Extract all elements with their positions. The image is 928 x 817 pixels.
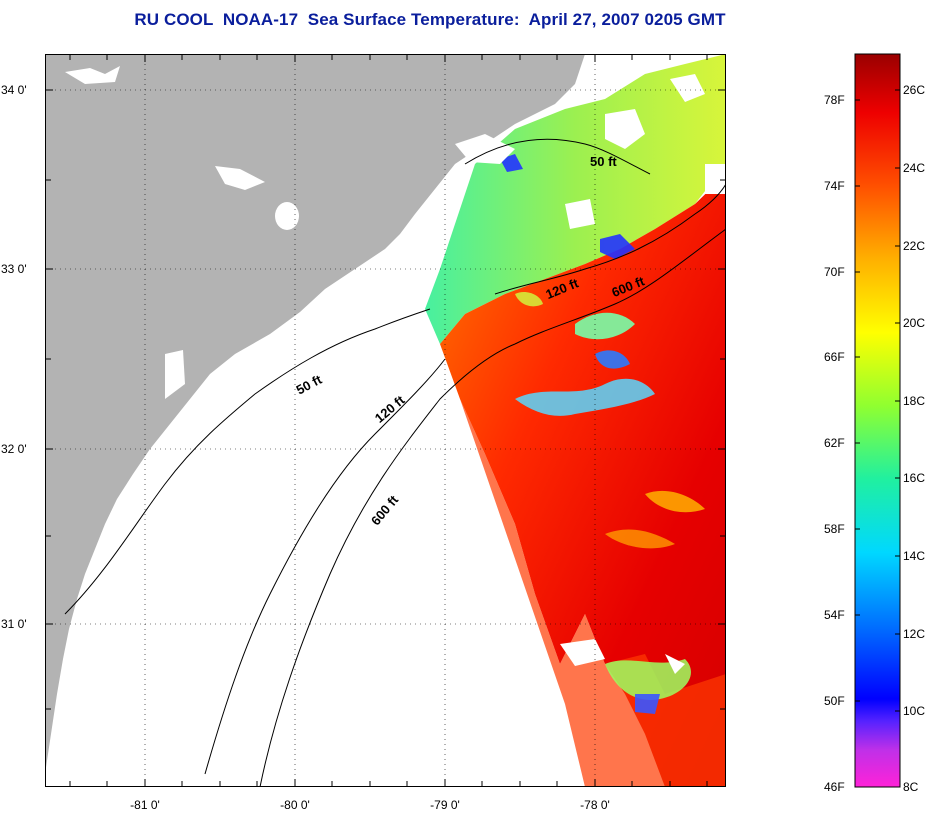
colorbar-f-50: 50F [824, 694, 845, 708]
colorbar-c-26: 26C [903, 83, 925, 97]
colorbar-c-20: 20C [903, 316, 925, 330]
contour-50ft-shelf [64, 308, 431, 615]
lon-label-78: -78 0' [580, 798, 610, 812]
colorbar-c-22: 22C [903, 239, 925, 253]
lon-label-79: -79 0' [430, 798, 460, 812]
contour-50ft-offshore [464, 138, 651, 175]
swath-clouds [455, 74, 726, 674]
colorbar-f-74: 74F [824, 179, 845, 193]
colorbar-f-70: 70F [824, 265, 845, 279]
colorbar-gradient [854, 53, 901, 788]
colorbar-f-46: 46F [824, 780, 845, 794]
contour-label-50ft-offshore: 50 ft [590, 154, 617, 169]
colorbar-c-18: 18C [903, 394, 925, 408]
colorbar-c-12: 12C [903, 627, 925, 641]
colorbar-c-14: 14C [903, 549, 925, 563]
map-ticks [45, 54, 726, 787]
cool-eddies [500, 154, 705, 714]
colorbar-f-66: 66F [824, 350, 845, 364]
colorbar-c-10: 10C [903, 704, 925, 718]
land-mass [45, 54, 585, 774]
colorbar-c-16: 16C [903, 471, 925, 485]
contour-600ft-shelf [259, 343, 516, 787]
depth-contours [64, 138, 726, 787]
lat-label-31: 31 0' [1, 617, 27, 631]
cloud-patches [65, 66, 299, 787]
lon-label-81: -81 0' [130, 798, 160, 812]
lat-label-33: 33 0' [1, 262, 27, 276]
sst-shelf-water [425, 54, 726, 344]
sst-warm-water [440, 174, 726, 787]
colorbar-c-8: 8C [903, 780, 919, 794]
contour-600ft-offshore [514, 228, 726, 345]
colorbar-f-62: 62F [824, 436, 845, 450]
contour-120ft-shelf [204, 358, 446, 775]
lat-label-32: 32 0' [1, 442, 27, 456]
latitude-labels: 34 0' 33 0' 32 0' 31 0' [1, 83, 27, 631]
contour-120ft-offshore [494, 183, 726, 295]
colorbar-ticks [855, 89, 900, 712]
colorbar-f-58: 58F [824, 522, 845, 536]
longitude-labels: -81 0' -80 0' -79 0' -78 0' [130, 798, 610, 812]
lon-label-80: -80 0' [280, 798, 310, 812]
colorbar-f-54: 54F [824, 608, 845, 622]
colorbar-f-78: 78F [824, 93, 845, 107]
map-title: RU COOL NOAA-17 Sea Surface Temperature:… [134, 10, 726, 29]
sst-map: 50 ft 120 ft 600 ft 50 ft 120 ft 600 ft [45, 54, 726, 787]
lat-label-34: 34 0' [1, 83, 27, 97]
map-frame [45, 54, 726, 787]
graticule [45, 54, 726, 787]
colorbar-c-24: 24C [903, 161, 925, 175]
temperature-colorbar: 78F 74F 70F 66F 62F 58F 54F 50F 46F 26C … [824, 53, 925, 794]
